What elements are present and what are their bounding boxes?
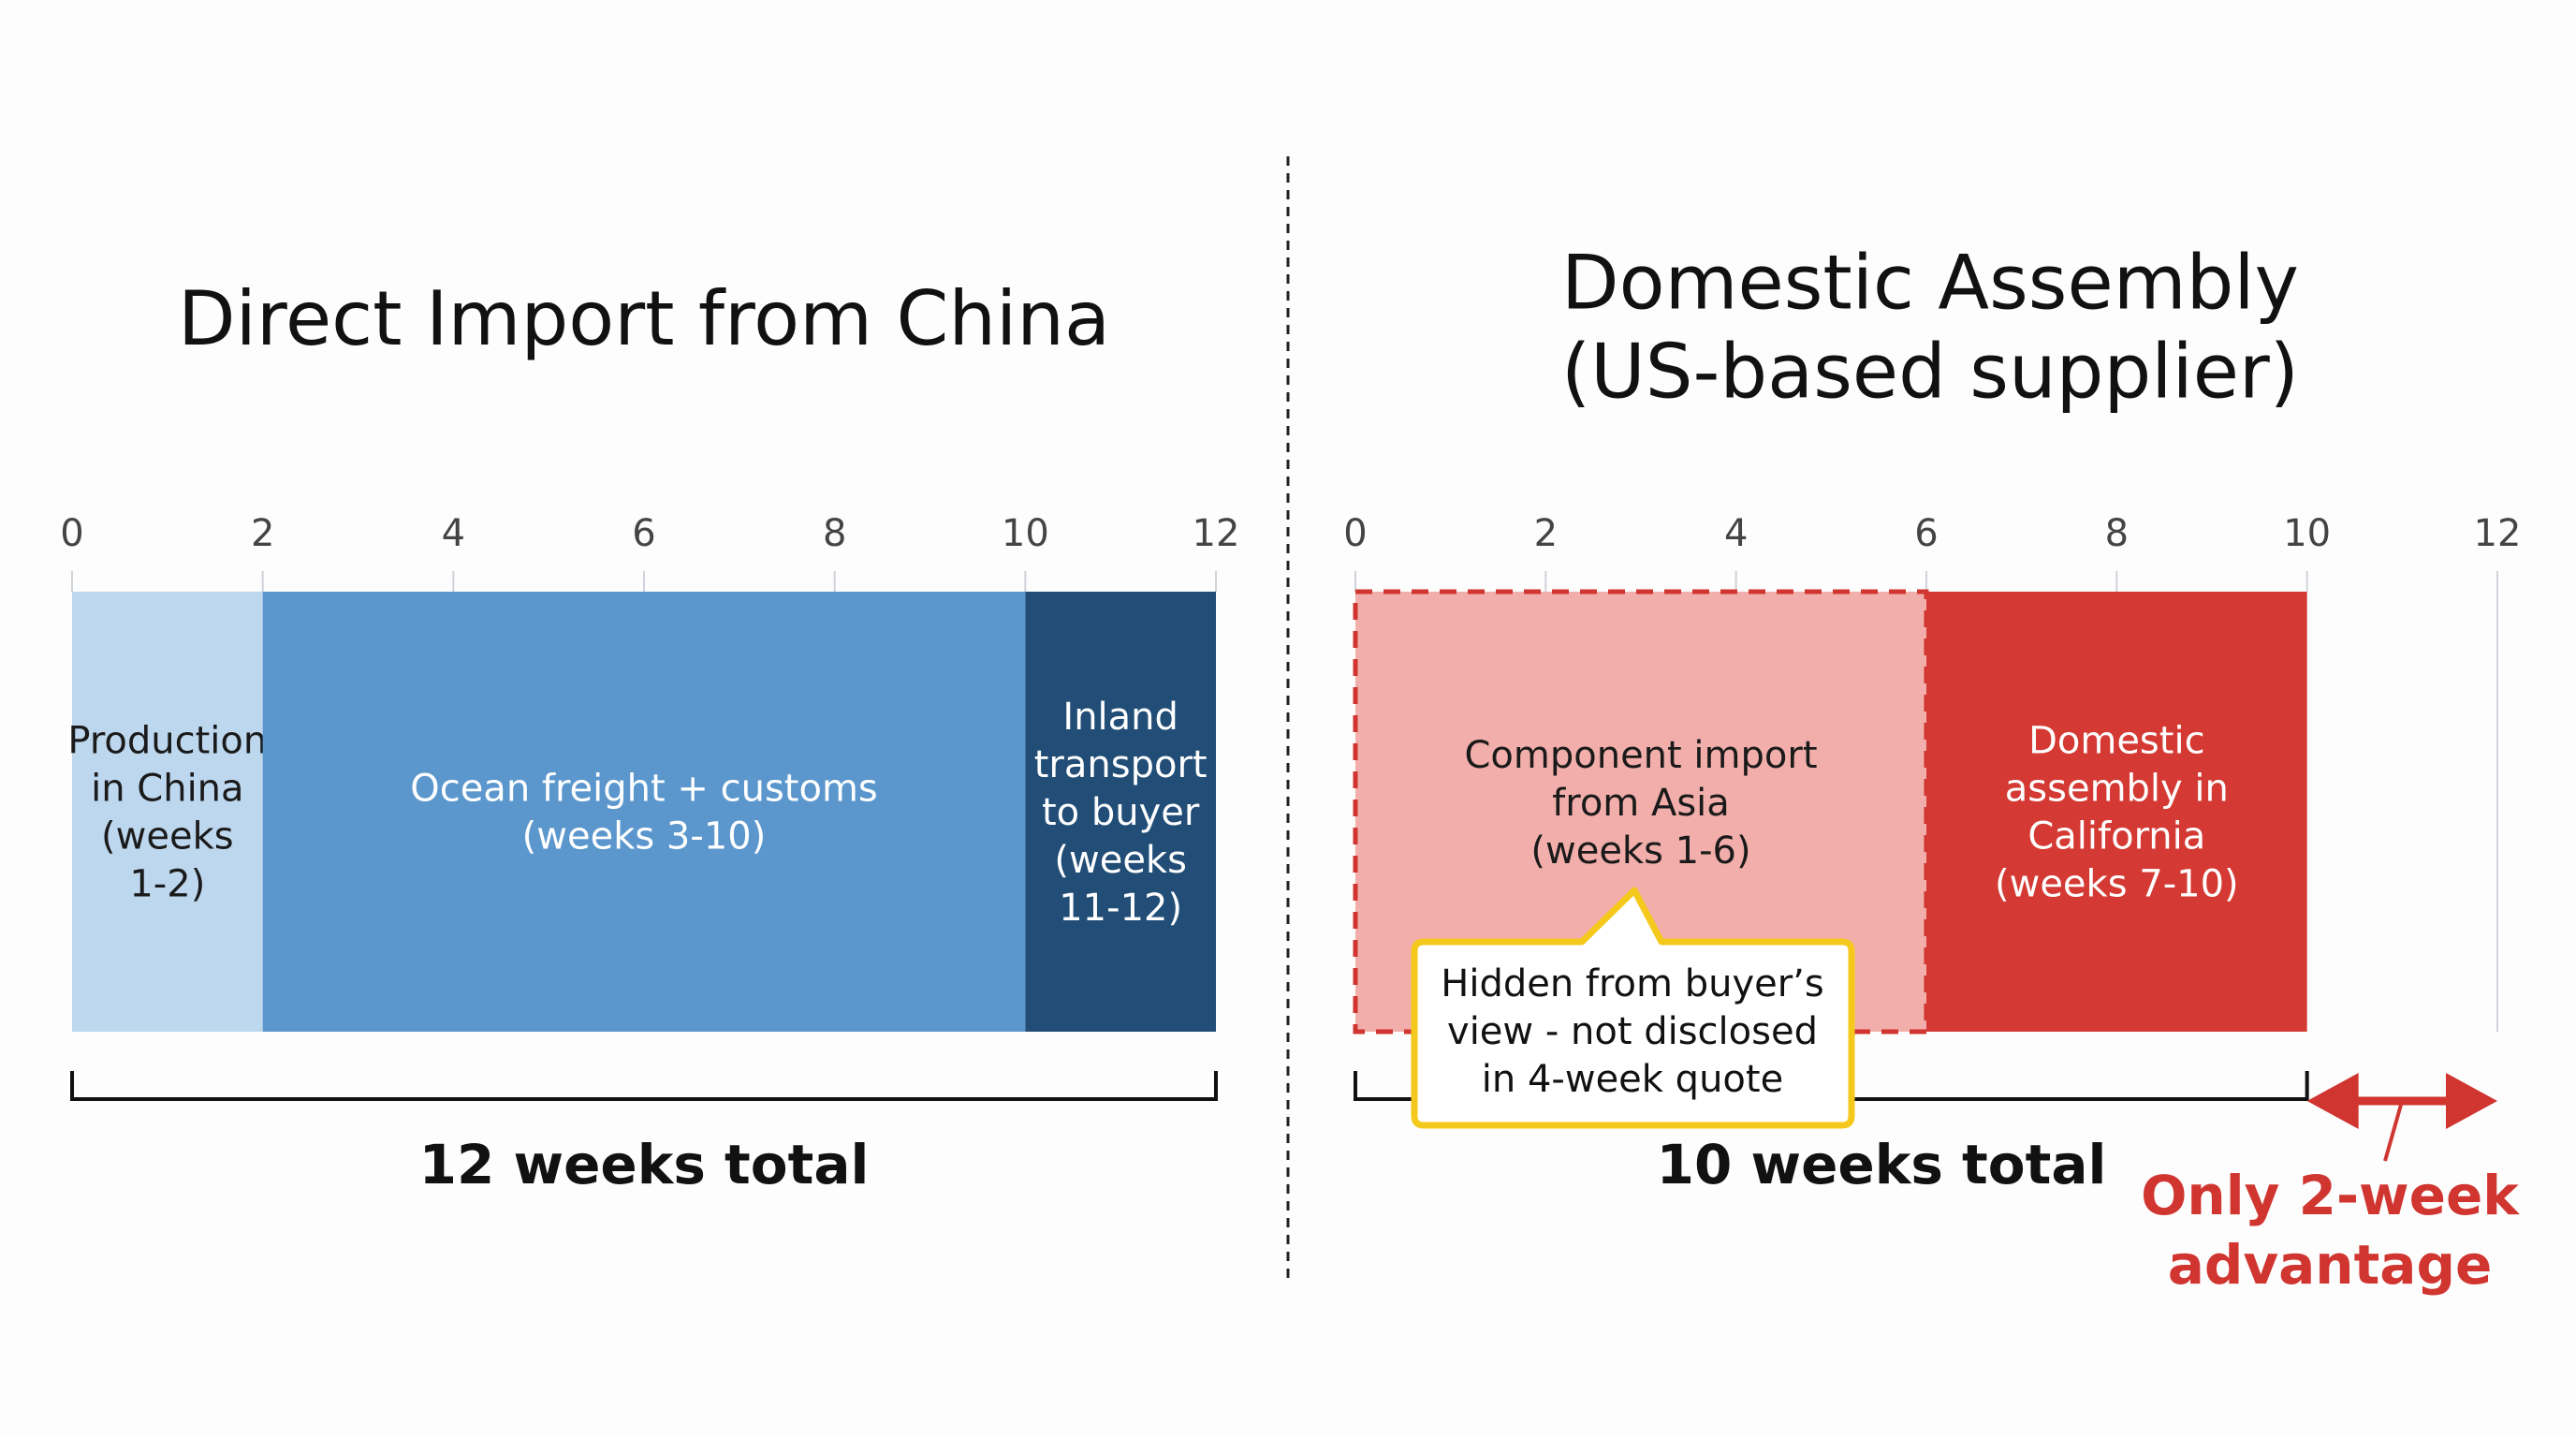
tick-label: 8 bbox=[2105, 512, 2129, 555]
segment-label: (weeks 1-6) bbox=[1530, 829, 1750, 873]
tick-label: 2 bbox=[1534, 512, 1558, 555]
tick-label: 12 bbox=[1193, 512, 1240, 555]
callout-text: view - not disclosed bbox=[1447, 1010, 1818, 1053]
segment-label: from Asia bbox=[1552, 782, 1730, 825]
callout-box bbox=[1411, 887, 1855, 1129]
bar-segment bbox=[262, 592, 1026, 1032]
segment-label: to buyer bbox=[1042, 791, 1200, 834]
segment-label: 1-2) bbox=[129, 863, 205, 906]
chart-title: Domestic Assembly bbox=[1561, 239, 2299, 326]
segment-label: Ocean freight + customs bbox=[410, 768, 878, 811]
panel-direct-import: Direct Import from China 0 2 4 6 8 10 12 Product… bbox=[60, 275, 1239, 1196]
callout-text: Hidden from buyer’s bbox=[1441, 962, 1823, 1005]
arrow-right-icon bbox=[2446, 1073, 2497, 1129]
total-bracket bbox=[70, 1071, 1218, 1101]
callout-text: in 4-week quote bbox=[1482, 1058, 1783, 1101]
total-label: 12 weeks total bbox=[419, 1133, 870, 1196]
tick-label: 0 bbox=[1343, 512, 1367, 555]
segment-label: Production bbox=[67, 720, 267, 763]
advantage-label: advantage bbox=[2168, 1233, 2493, 1297]
arrow-left-icon bbox=[2306, 1073, 2359, 1129]
segment-label: California bbox=[2027, 815, 2205, 858]
chart-title: (US-based supplier) bbox=[1561, 328, 2299, 415]
tick-label: 10 bbox=[2283, 512, 2331, 555]
segment-label: in China bbox=[91, 768, 243, 811]
segment-label: Inland bbox=[1062, 696, 1178, 739]
tick-label: 8 bbox=[823, 512, 846, 555]
chart-title: Direct Import from China bbox=[178, 275, 1110, 362]
advantage-label: Only 2-week bbox=[2141, 1164, 2520, 1227]
segment-label: (weeks 7-10) bbox=[1995, 863, 2239, 906]
tick-label: 6 bbox=[1914, 512, 1938, 555]
segment-label: assembly in bbox=[2005, 768, 2229, 811]
advantage-leader-line bbox=[2383, 1104, 2403, 1162]
tick-label: 10 bbox=[1002, 512, 1049, 555]
segment-label: (weeks bbox=[1054, 839, 1187, 882]
tick-label: 4 bbox=[442, 512, 465, 555]
tick-label: 0 bbox=[60, 512, 83, 555]
total-label: 10 weeks total bbox=[1657, 1133, 2107, 1196]
bar-segment bbox=[1025, 592, 1216, 1032]
segment-label: Domestic bbox=[2028, 720, 2204, 763]
tick-label: 4 bbox=[1724, 512, 1748, 555]
segment-label: transport bbox=[1034, 743, 1208, 786]
bar-segment bbox=[72, 592, 263, 1032]
segment-label: 11-12) bbox=[1059, 887, 1182, 930]
bar-segment bbox=[1926, 592, 2307, 1032]
tick-label: 6 bbox=[632, 512, 655, 555]
panel-domestic-assembly: Domestic Assembly(US-based supplier) 0 2 4 6… bbox=[1343, 239, 2521, 1297]
segment-label: (weeks bbox=[101, 815, 234, 858]
segment-label: (weeks 3-10) bbox=[522, 815, 767, 858]
tick-label: 12 bbox=[2474, 512, 2522, 555]
tick-label: 2 bbox=[251, 512, 274, 555]
segment-label: Component import bbox=[1464, 734, 1817, 777]
